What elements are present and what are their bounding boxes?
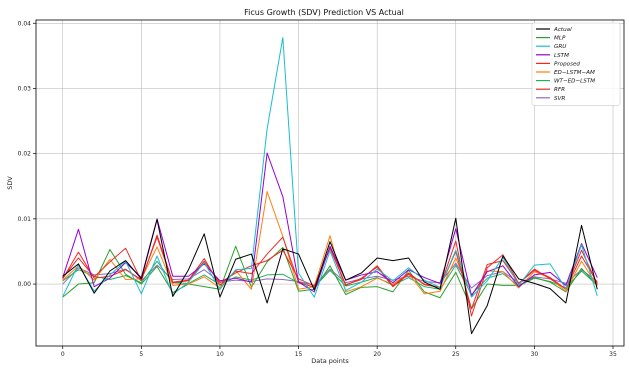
x-axis-label: Data points <box>311 357 349 365</box>
legend-label: Proposed <box>554 61 580 67</box>
x-tick-label: 20 <box>373 351 381 358</box>
legend-label: SVR <box>554 96 565 102</box>
series-line-actual <box>62 217 598 335</box>
series-line-gru <box>62 37 598 298</box>
series-line-ed-lstm-am <box>62 190 598 297</box>
x-tick-label: 35 <box>609 351 617 358</box>
x-tick-label: 5 <box>139 351 143 358</box>
series-layer <box>62 37 598 335</box>
legend-label: RFR <box>554 87 565 93</box>
y-tick-label: 0.03 <box>18 85 32 92</box>
plot-frame <box>35 19 625 347</box>
legend-label: Actual <box>553 27 572 33</box>
y-tick-label: 0.04 <box>18 20 32 27</box>
series-line-svr <box>62 262 598 289</box>
x-tick-label: 30 <box>531 351 539 358</box>
x-tick-label: 0 <box>61 351 65 358</box>
axis-ticks: 0 5 10 15 20 25 30 35 0.00 0.01 0.02 0.03 0.04 <box>18 20 617 358</box>
legend-label: ED−LSTM−AM <box>554 70 595 76</box>
legend-label: WT−ED−LSTM <box>554 79 595 85</box>
y-axis-label: SDV <box>6 176 14 190</box>
legend-label: GRU <box>554 44 566 50</box>
x-tick-label: 10 <box>216 351 224 358</box>
series-line-mlp <box>62 245 598 310</box>
x-tick-label: 25 <box>452 351 460 358</box>
legend: Actual MLP GRU LSTM Proposed ED−LSTM−AM WT−ED−… <box>531 22 621 106</box>
chart-title: Ficus Growth (SDV) Prediction VS Actual <box>244 8 404 17</box>
legend-label: MLP <box>554 36 566 42</box>
legend-label: LSTM <box>554 53 569 59</box>
x-tick-label: 15 <box>295 351 303 358</box>
y-tick-label: 0.01 <box>18 216 32 223</box>
legend-box <box>531 22 621 106</box>
y-tick-label: 0.02 <box>18 151 32 158</box>
y-tick-label: 0.00 <box>18 281 32 288</box>
